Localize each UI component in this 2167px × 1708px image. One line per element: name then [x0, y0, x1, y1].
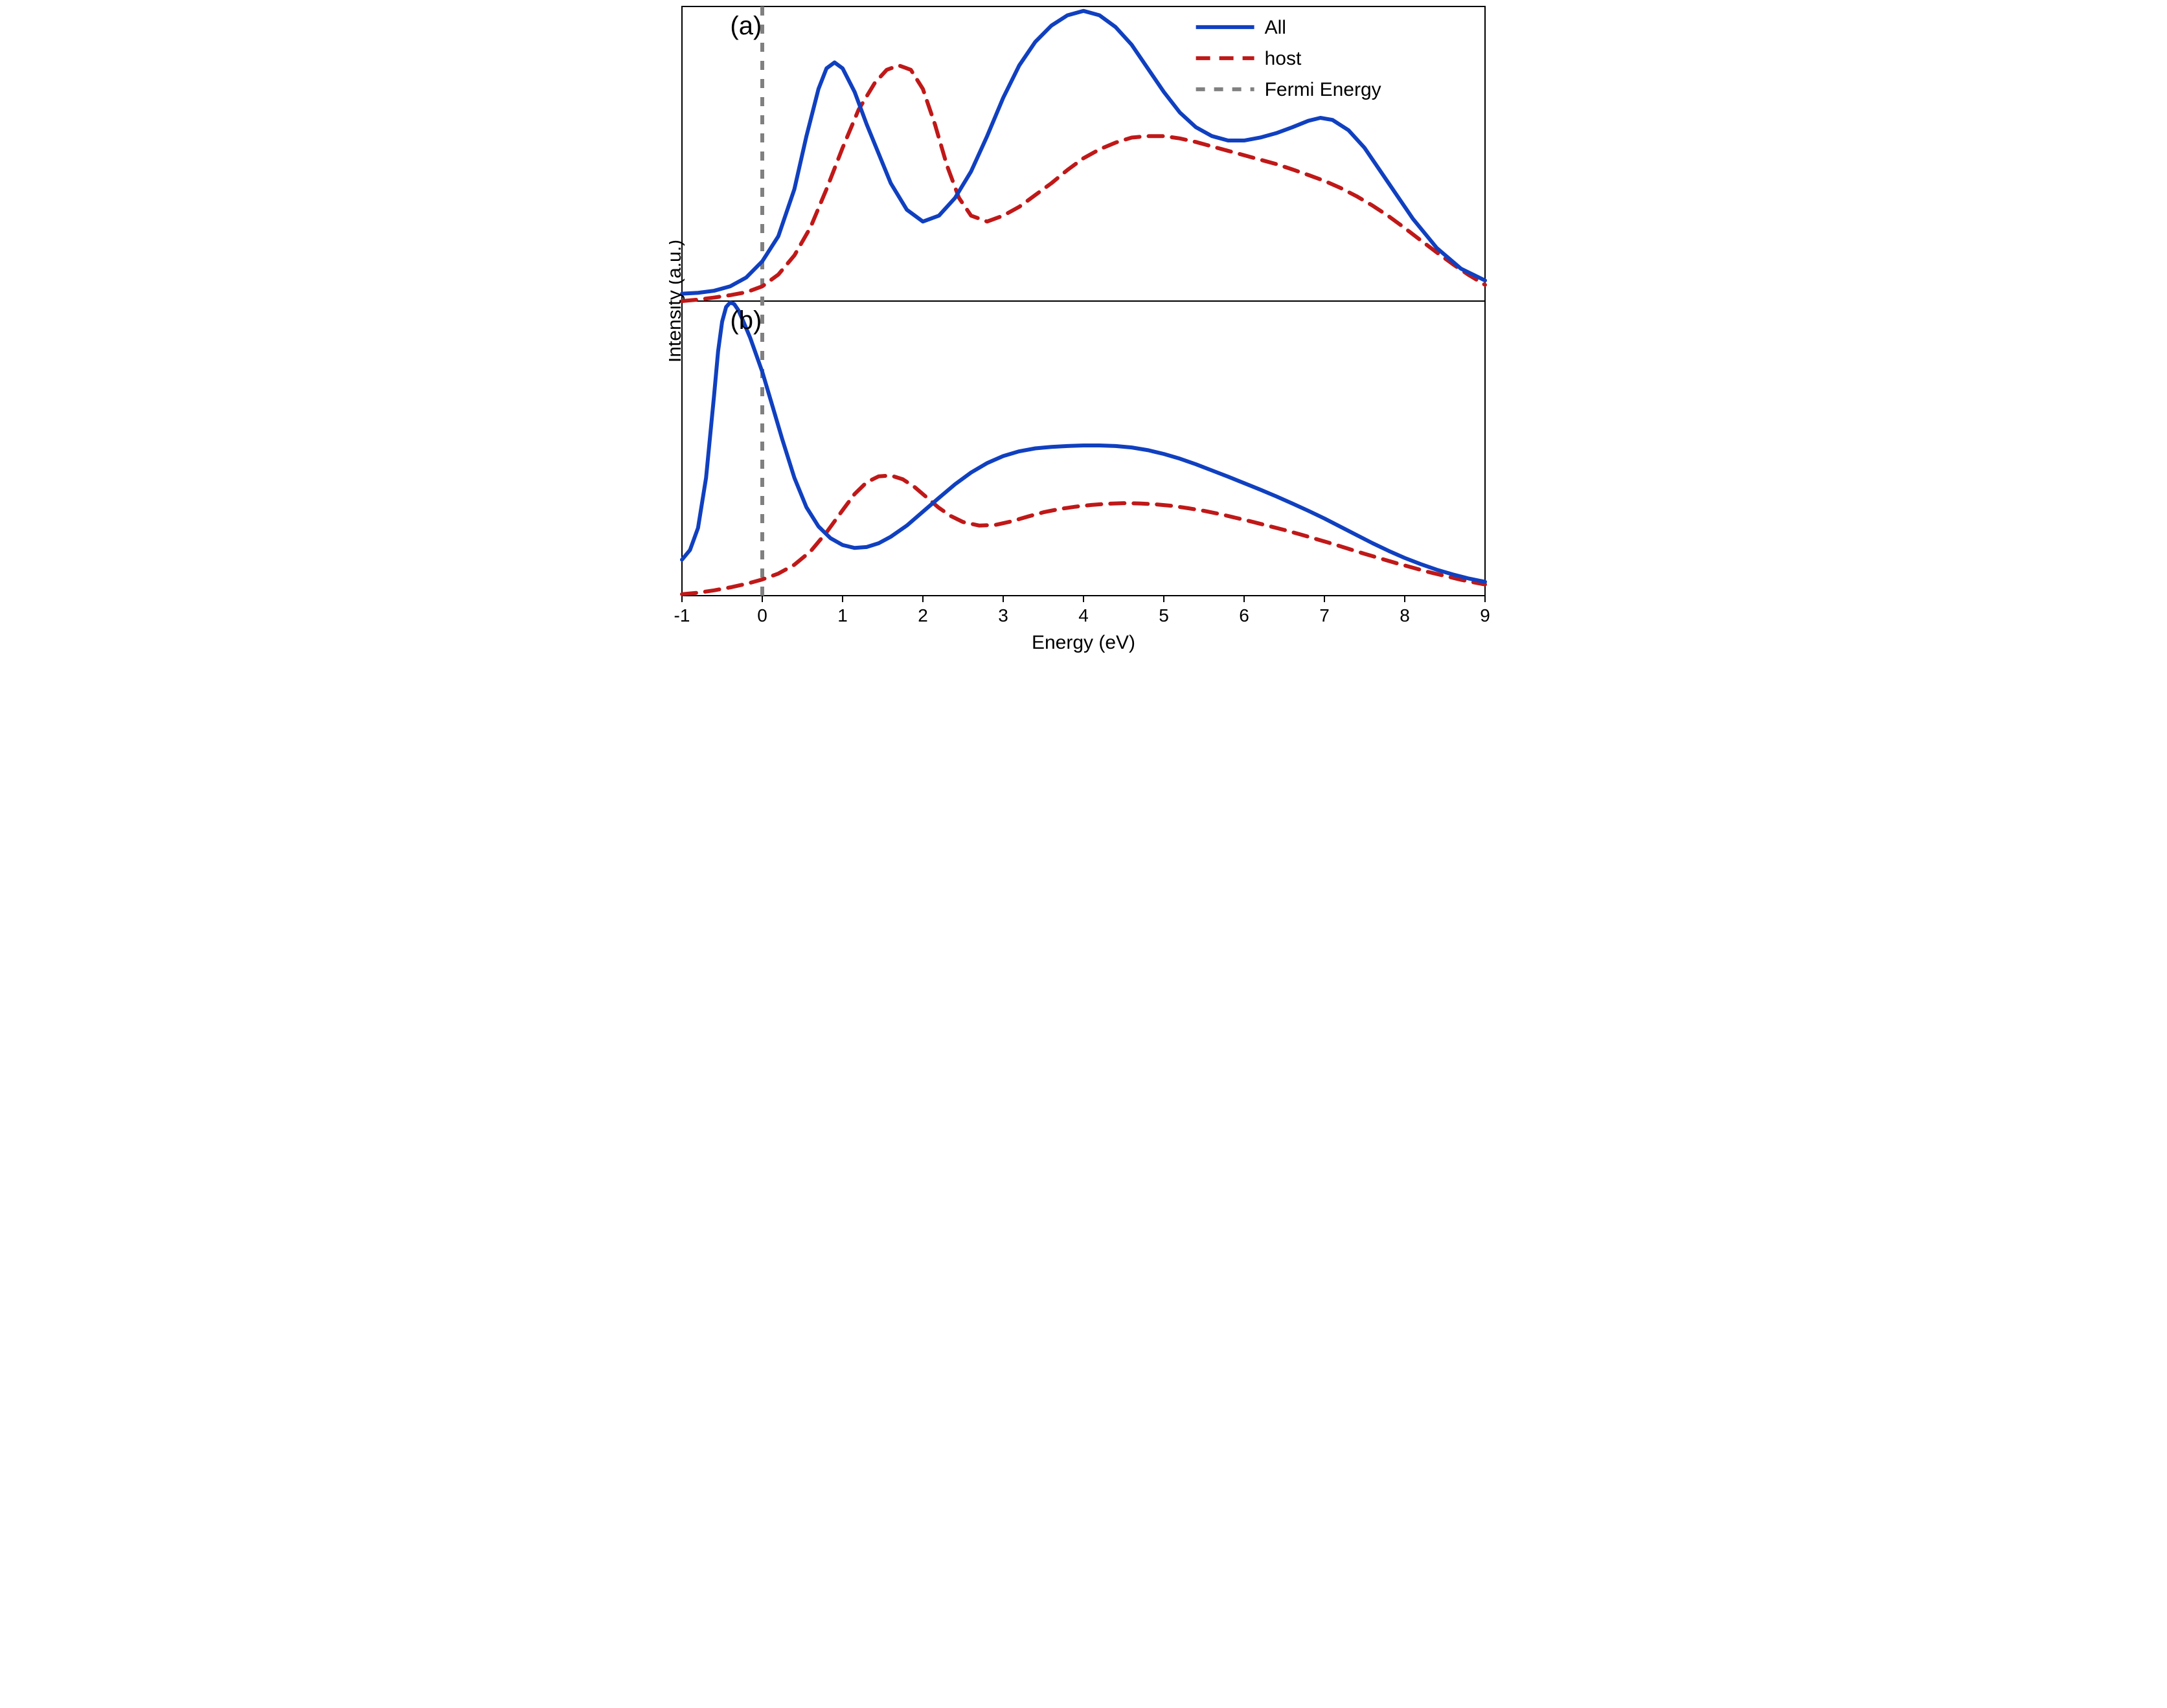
- legend-label: All: [1265, 17, 1286, 38]
- x-tick-label: 3: [998, 605, 1008, 625]
- legend-label: host: [1265, 48, 1302, 69]
- x-tick-label: 5: [1159, 605, 1169, 625]
- x-tick-label: -1: [674, 605, 690, 625]
- x-axis-label: Energy (eV): [1032, 632, 1135, 653]
- x-tick-label: 9: [1480, 605, 1490, 625]
- x-tick-label: 0: [757, 605, 767, 625]
- xas-chart: -1 0 1 2 3 4 5 6 7 8 9 Energy (eV) (a) (b) Intensity (…: [669, 0, 1498, 654]
- x-tick-label: 2: [918, 605, 928, 625]
- x-tick-label: 7: [1319, 605, 1330, 625]
- legend-label: Fermi Energy: [1265, 79, 1381, 100]
- y-axis-label: Intensity (a.u.): [669, 240, 685, 363]
- x-tick-label: 1: [837, 605, 848, 625]
- x-tick-label: 4: [1078, 605, 1089, 625]
- chart-svg: -1 0 1 2 3 4 5 6 7 8 9 Energy (eV) (a) (b) Intensity (…: [669, 0, 1498, 654]
- x-tick-label: 8: [1400, 605, 1410, 625]
- x-tick-label: 6: [1239, 605, 1249, 625]
- panel-label: (a): [730, 12, 762, 40]
- panel-label: (b): [730, 306, 762, 335]
